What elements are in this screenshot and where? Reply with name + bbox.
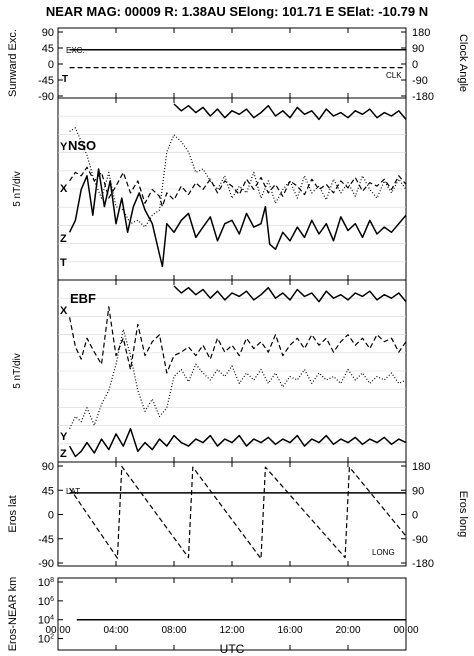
p2-nso-label: NSO — [68, 138, 96, 153]
chart-title: NEAR MAG: 00009 R: 1.38AU SElong: 101.71… — [46, 4, 428, 19]
p1-right-tick-label-1: 90 — [412, 43, 424, 55]
p4-long-label: LONG — [372, 548, 395, 557]
p4-right-tick-label-4: -180 — [412, 558, 434, 570]
p4-right-tick-label-3: -90 — [412, 534, 428, 546]
p2-x-label: X — [60, 183, 68, 195]
p3-z-label: Z — [60, 448, 67, 460]
p3-left-axis-title: 5 nT/div — [12, 353, 23, 389]
panel-5-frame — [57, 577, 407, 651]
p5-left-tick-label-3: 102 — [38, 634, 54, 646]
p4-right-axis-title: Eros long — [457, 491, 469, 537]
p1-left-tick-label-3: -45 — [38, 75, 54, 87]
series-nso-z — [68, 168, 407, 268]
p3-y-label: Y — [60, 431, 68, 443]
series-nso-t — [173, 103, 407, 121]
panel-4-frame — [57, 461, 407, 567]
p1-left-tick-label-4: -90 — [38, 91, 54, 103]
p1-clk-label: CLK — [386, 71, 402, 80]
series-ebf-y — [69, 328, 407, 429]
p4-right-tick-label-2: 0 — [412, 510, 418, 522]
p1-left-tick-label-0: 90 — [42, 27, 54, 39]
p2-z-label: Z — [60, 233, 67, 245]
p1-right-tick-label-3: -90 — [412, 75, 428, 87]
x-tick-label-0: 00:00 — [45, 625, 70, 636]
p5-left-tick-label-2: 104 — [38, 615, 54, 627]
p5-left-axis-title: Eros-NEAR km — [7, 577, 19, 652]
p4-left-tick-label-2: 0 — [48, 510, 54, 522]
p1-right-tick-label-2: 0 — [412, 59, 418, 71]
x-tick-label-4: 16:00 — [277, 625, 302, 636]
series-eros_lat_long-long — [69, 465, 407, 560]
p3-ebf-label: EBF — [70, 291, 96, 306]
p4-right-tick-label-0: 180 — [412, 461, 430, 473]
p1-left-axis-title: Sunward Exc. — [7, 29, 19, 97]
p1-right-tick-label-4: -180 — [412, 91, 434, 103]
x-tick-label-1: 04:00 — [103, 625, 128, 636]
p4-left-axis-title: Eros lat — [7, 495, 19, 532]
x-tick-label-3: 12:00 — [219, 625, 244, 636]
series-ebf-t — [173, 285, 407, 303]
x-axis-title: UTC — [220, 642, 245, 656]
p1-t-label: T — [62, 74, 68, 85]
p5-left-tick-label-1: 106 — [38, 596, 54, 608]
x-tick-label-2: 08:00 — [161, 625, 186, 636]
p4-left-tick-label-3: -45 — [38, 534, 54, 546]
p2-left-axis-title: 5 nT/div — [12, 171, 23, 207]
series-nso-x — [69, 166, 407, 208]
p1-left-tick-label-1: 45 — [42, 43, 54, 55]
p4-right-tick-label-1: 90 — [412, 485, 424, 497]
p2-y-label: Y — [60, 141, 68, 153]
series-ebf-x — [69, 306, 407, 374]
p3-x-label: X — [60, 305, 68, 317]
p1-right-tick-label-0: 180 — [412, 27, 430, 39]
panel-1-frame — [57, 27, 407, 99]
p1-left-tick-label-2: 0 — [48, 59, 54, 71]
p4-left-tick-label-4: -90 — [38, 558, 54, 570]
p1-right-axis-title: Clock Angle — [457, 34, 469, 92]
p1-exc-label: EXC. — [66, 46, 85, 55]
p4-left-tick-label-0: 90 — [42, 461, 54, 473]
p4-lat-label: LAT — [66, 487, 80, 496]
series-ebf-z — [68, 427, 407, 458]
series-nso-y — [69, 127, 407, 228]
p2-t-label: T — [60, 257, 67, 269]
x-tick-label-5: 20:00 — [335, 625, 360, 636]
p5-left-tick-label-0: 108 — [38, 577, 54, 589]
x-tick-label-6: 00:00 — [393, 625, 418, 636]
p4-left-tick-label-1: 45 — [42, 485, 54, 497]
